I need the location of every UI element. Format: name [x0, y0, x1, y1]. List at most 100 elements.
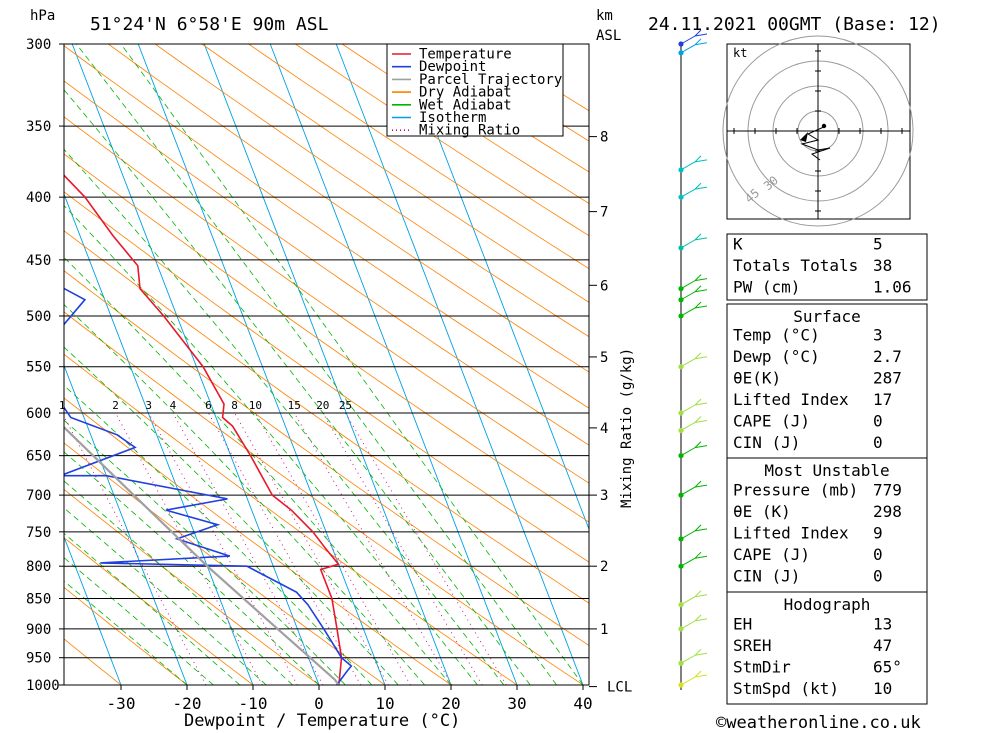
table-row-label: CIN (J) — [733, 567, 800, 586]
temperature-tick-label: -30 — [107, 694, 136, 713]
temperature-tick-label: -10 — [239, 694, 268, 713]
pressure-tick-label: 500 — [26, 309, 51, 325]
table-row-value: 38 — [873, 256, 892, 275]
table-section-title: Surface — [793, 307, 860, 326]
pressure-tick-label: 650 — [26, 449, 51, 465]
height-tick-label: 5 — [600, 350, 608, 366]
wind-barb — [680, 155, 708, 171]
hodograph-unit-label: kt — [733, 46, 747, 60]
mixing-ratio-label: 25 — [339, 399, 352, 412]
pressure-tick-label: 400 — [26, 190, 51, 206]
isotherm-line — [401, 44, 589, 531]
mixing-ratio-label: 10 — [249, 399, 262, 412]
wind-barb — [680, 352, 708, 368]
pressure-tick-label: 600 — [26, 406, 51, 422]
temperature-tick-label: -20 — [173, 694, 202, 713]
isotherm-line — [64, 192, 254, 685]
table-row-value: 0 — [873, 567, 883, 586]
wind-barb — [680, 301, 708, 317]
table-section-title: Hodograph — [784, 595, 871, 614]
table-row-label: Lifted Index — [733, 390, 849, 409]
table-row-label: Dewp (°C) — [733, 347, 820, 366]
mixing-ratio-labels: 1 2 3 4 6 8 10 15 20 25 — [59, 399, 352, 412]
pressure-tick-label: 700 — [26, 488, 51, 504]
temperature-tick-label: 40 — [573, 694, 592, 713]
wet-adiabat-line — [64, 148, 505, 685]
dry-adiabat-line — [64, 537, 254, 685]
wind-barb — [680, 29, 708, 45]
series-lines — [64, 174, 353, 685]
mixing-ratio-line — [254, 412, 411, 685]
table-row-label: θE(K) — [733, 369, 781, 388]
temperature-tick-label: 10 — [375, 694, 394, 713]
wet-adiabat-line — [64, 205, 478, 685]
pressure-tick-label: 1000 — [26, 678, 60, 694]
table-row-label: EH — [733, 615, 752, 634]
isotherm-line — [71, 44, 320, 685]
mixing-ratio-label: 2 — [112, 399, 119, 412]
pressure-unit-label: hPa — [30, 8, 55, 24]
wet-adiabat-line — [64, 256, 452, 685]
pressure-tick-label: 450 — [26, 253, 51, 269]
mixing-ratio-label: 1 — [59, 399, 66, 412]
temperature-line — [64, 174, 343, 685]
table-row-value: 3 — [873, 326, 883, 345]
wind-barb — [680, 524, 708, 540]
wet-adiabat-line — [64, 451, 320, 685]
dry-adiabat-line — [295, 44, 589, 237]
dry-adiabat-line — [248, 44, 589, 270]
table-row-value: 0 — [873, 412, 883, 431]
indices-box — [726, 233, 928, 301]
isotherm-line — [64, 535, 122, 685]
km-unit-label: km — [596, 8, 613, 24]
table-row-label: PW (cm) — [733, 278, 800, 297]
wind-barb — [680, 670, 708, 686]
pressure-tick-label: 800 — [26, 559, 51, 575]
legend-entry: Temperature — [419, 47, 512, 63]
wind-level-dot — [678, 563, 684, 569]
table-row-value: 65° — [873, 658, 902, 677]
table-row-label: CAPE (J) — [733, 545, 810, 564]
pressure-tick-label: 950 — [26, 651, 51, 667]
table-row-label: Temp (°C) — [733, 326, 820, 345]
dry-adiabat-line — [154, 44, 589, 338]
dry-adiabat-line — [64, 45, 589, 409]
dry-adiabat-line — [201, 44, 589, 303]
wind-level-dot — [678, 536, 684, 542]
datetime-label: 24.11.2021 00GMT (Base: 12) — [648, 14, 941, 35]
wind-barb — [680, 285, 708, 301]
mixing-ratio-label: 4 — [170, 399, 177, 412]
height-tick-label: LCL — [607, 680, 632, 696]
legend-entry: Wet Adiabat — [419, 97, 512, 113]
pressure-tick-label: 350 — [26, 119, 51, 135]
wet-adiabat-line — [64, 89, 531, 685]
height-tick-label: 6 — [600, 278, 608, 294]
pressure-tick-label: 750 — [26, 525, 51, 541]
height-tick-label: 8 — [600, 130, 608, 146]
isotherm-line — [269, 44, 518, 685]
legend-entry: Mixing Ratio — [419, 123, 520, 139]
height-tick-label: 4 — [600, 421, 608, 437]
mixing-ratio-label: 20 — [316, 399, 329, 412]
table-row-value: 0 — [873, 433, 883, 452]
table-row-value: 10 — [873, 679, 892, 698]
table-row-label: Totals Totals — [733, 256, 858, 275]
wind-level-dot — [678, 660, 684, 666]
dry-adiabat-line — [64, 80, 589, 446]
table-row-label: StmDir — [733, 658, 791, 677]
legend-box — [386, 43, 564, 137]
wind-barb — [680, 648, 708, 664]
height-tick-label: 3 — [600, 488, 608, 504]
pressure-tick-label: 300 — [26, 37, 51, 53]
isotherm-line — [335, 44, 584, 685]
table-row-value: 17 — [873, 390, 892, 409]
mixing-ratio-label: 3 — [145, 399, 152, 412]
height-tick-label: 7 — [600, 205, 608, 221]
hodograph-trace — [800, 125, 831, 161]
table-row-label: Pressure (mb) — [733, 481, 858, 500]
pressure-tick-label: 900 — [26, 622, 51, 638]
wind-barb — [680, 38, 708, 54]
